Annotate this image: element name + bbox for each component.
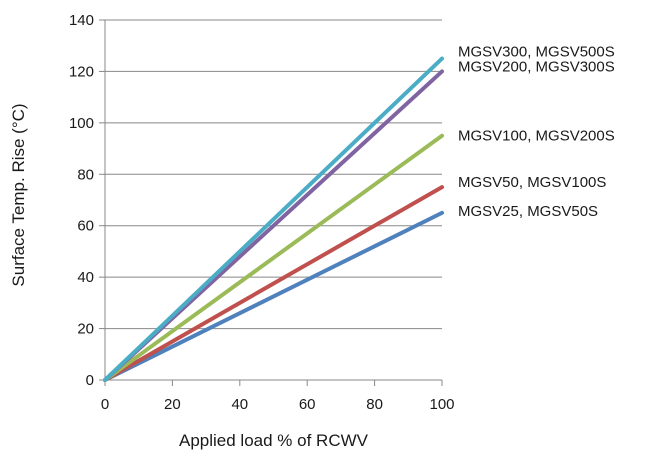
x-tick-label: 100 — [429, 396, 454, 413]
series-label: MGSV100, MGSV200S — [458, 128, 615, 145]
y-tick-label: 140 — [69, 12, 94, 29]
x-axis-title: Applied load % of RCWV — [179, 431, 369, 450]
y-tick-label: 80 — [77, 166, 94, 183]
series-lines — [103, 56, 444, 382]
y-tick-label: 60 — [77, 218, 94, 235]
series-line — [103, 133, 444, 382]
x-tick-label: 40 — [231, 396, 248, 413]
y-tick-label: 0 — [86, 372, 94, 389]
series-label: MGSV50, MGSV100S — [458, 174, 606, 191]
y-axis-title: Surface Temp. Rise (°C) — [9, 103, 28, 286]
y-tick-label: 100 — [69, 115, 94, 132]
series-label: MGSV300, MGSV500S — [458, 44, 615, 61]
series-label: MGSV25, MGSV50S — [458, 203, 598, 220]
series-line — [103, 185, 444, 382]
series-line — [103, 210, 444, 382]
series-line — [103, 56, 444, 382]
series-labels: MGSV25, MGSV50S MGSV50, MGSV100S MGSV100, … — [458, 44, 615, 220]
axes — [99, 19, 443, 386]
y-tick-label: 20 — [77, 321, 94, 338]
x-tick-label: 20 — [164, 396, 181, 413]
y-tick-labels: 0 20 40 60 80 100 120 140 — [69, 12, 94, 389]
x-tick-label: 0 — [101, 396, 109, 413]
y-tick-label: 40 — [77, 269, 94, 286]
series-label: MGSV200, MGSV300S — [458, 58, 615, 75]
x-tick-label: 60 — [299, 396, 316, 413]
y-tick-label: 120 — [69, 63, 94, 80]
x-tick-label: 80 — [366, 396, 383, 413]
x-tick-labels: 0 20 40 60 80 100 — [101, 396, 455, 413]
